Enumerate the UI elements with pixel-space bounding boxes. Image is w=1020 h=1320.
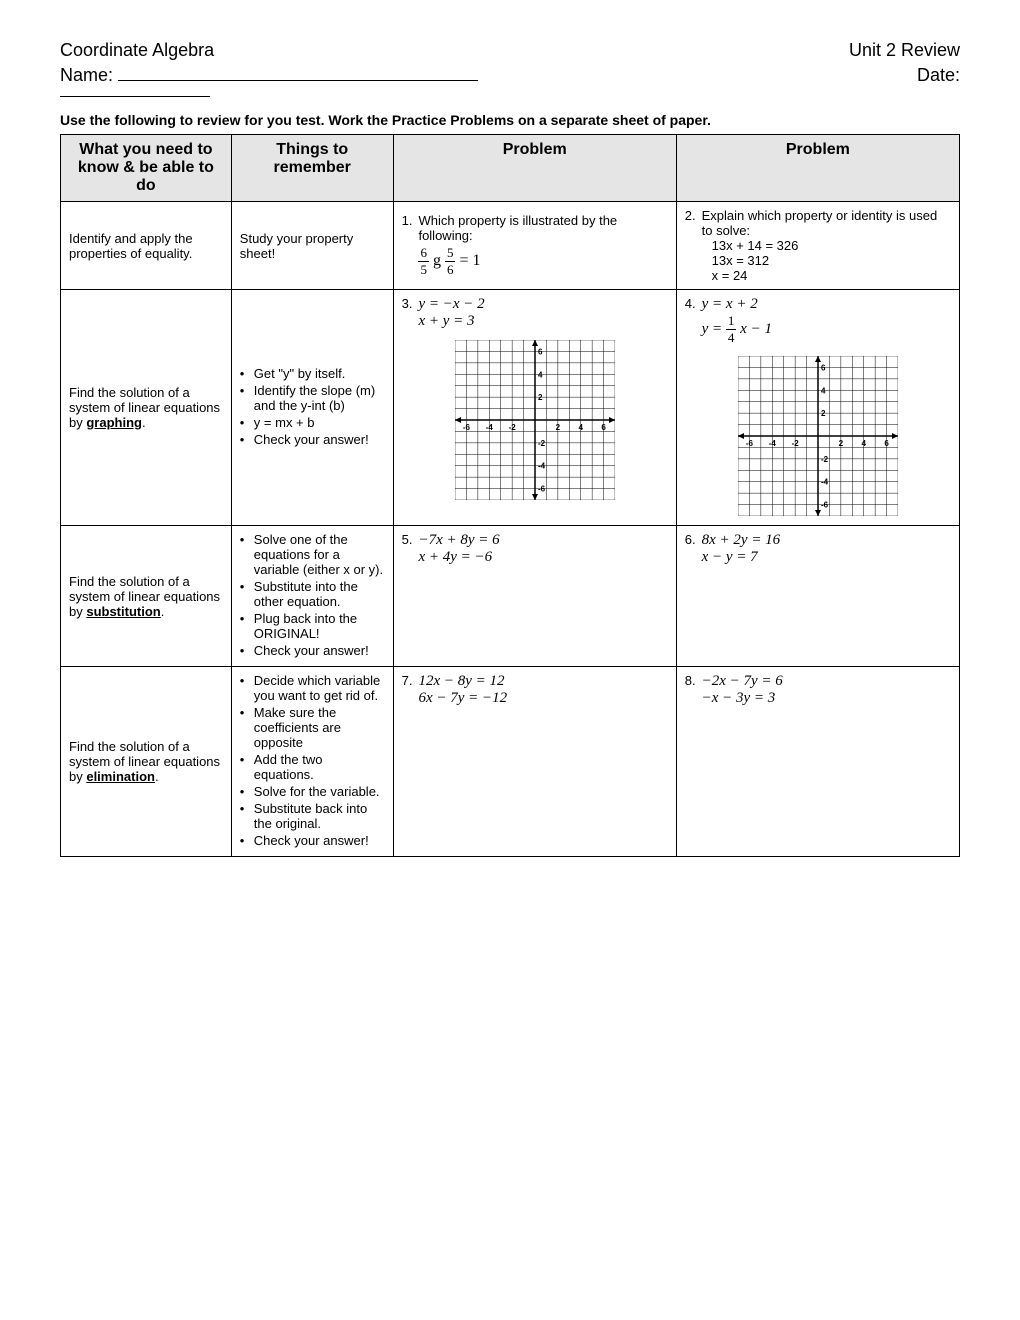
remember-cell: Study your property sheet! bbox=[231, 202, 393, 290]
problem: 2.Explain which property or identity is … bbox=[685, 208, 951, 283]
svg-text:6: 6 bbox=[821, 363, 826, 372]
svg-text:2: 2 bbox=[538, 393, 543, 402]
svg-text:-6: -6 bbox=[746, 439, 754, 448]
svg-text:2: 2 bbox=[839, 439, 844, 448]
problem: 1.Which property is illustrated by the f… bbox=[402, 213, 668, 278]
remember-cell: Get "y" by itself.Identify the slope (m)… bbox=[231, 290, 393, 526]
svg-text:-4: -4 bbox=[769, 439, 777, 448]
svg-text:4: 4 bbox=[821, 386, 826, 395]
svg-text:6: 6 bbox=[538, 347, 543, 356]
svg-text:-2: -2 bbox=[508, 423, 516, 432]
unit-title: Unit 2 Review bbox=[849, 40, 960, 61]
svg-text:-4: -4 bbox=[821, 478, 829, 487]
svg-text:2: 2 bbox=[555, 423, 560, 432]
svg-text:4: 4 bbox=[578, 423, 583, 432]
svg-text:-4: -4 bbox=[485, 423, 493, 432]
problem-a-cell: 1.Which property is illustrated by the f… bbox=[393, 202, 676, 290]
problem-b-cell: 4.y = x + 2y = 14 x − 1 -6 -6 -4 -4 -2 -2 2 2 4 4 6… bbox=[676, 290, 959, 526]
remember-cell: Solve one of the equations for a variabl… bbox=[231, 526, 393, 667]
col-need: What you need to know & be able to do bbox=[61, 135, 232, 202]
instructions: Use the following to review for you test… bbox=[60, 112, 960, 128]
name-label: Name: bbox=[60, 65, 478, 86]
date-label: Date: bbox=[917, 65, 960, 86]
svg-text:-2: -2 bbox=[821, 455, 829, 464]
remember-cell: Decide which variable you want to get ri… bbox=[231, 667, 393, 857]
problem: 8.−2x − 7y = 6−x − 3y = 3 bbox=[685, 673, 951, 707]
svg-text:-6: -6 bbox=[463, 423, 471, 432]
svg-text:4: 4 bbox=[538, 370, 543, 379]
svg-text:-4: -4 bbox=[538, 462, 546, 471]
svg-text:6: 6 bbox=[884, 439, 889, 448]
problem-a-cell: 7.12x − 8y = 126x − 7y = −12 bbox=[393, 667, 676, 857]
svg-text:-6: -6 bbox=[538, 485, 546, 494]
svg-text:6: 6 bbox=[601, 423, 606, 432]
need-cell: Find the solution of a system of linear … bbox=[61, 526, 232, 667]
svg-text:-2: -2 bbox=[538, 439, 546, 448]
date-line bbox=[60, 96, 210, 97]
col-problem-b: Problem bbox=[676, 135, 959, 202]
problem-b-cell: 8.−2x − 7y = 6−x − 3y = 3 bbox=[676, 667, 959, 857]
problem-b-cell: 6.8x + 2y = 16x − y = 7 bbox=[676, 526, 959, 667]
col-problem-a: Problem bbox=[393, 135, 676, 202]
problem: 4.y = x + 2y = 14 x − 1 bbox=[685, 296, 951, 346]
problem-a-cell: 3.y = −x − 2x + y = 3 -6 -6 -4 -4 -2 -2 2 2 4 4 6 6 bbox=[393, 290, 676, 526]
svg-text:2: 2 bbox=[821, 409, 826, 418]
problem: 3.y = −x − 2x + y = 3 bbox=[402, 296, 668, 330]
svg-text:4: 4 bbox=[861, 439, 866, 448]
svg-text:-2: -2 bbox=[791, 439, 799, 448]
need-cell: Identify and apply the properties of equ… bbox=[61, 202, 232, 290]
review-table: What you need to know & be able to do Th… bbox=[60, 134, 960, 857]
col-remember: Things to remember bbox=[231, 135, 393, 202]
need-cell: Find the solution of a system of linear … bbox=[61, 667, 232, 857]
problem-a-cell: 5.−7x + 8y = 6x + 4y = −6 bbox=[393, 526, 676, 667]
problem: 6.8x + 2y = 16x − y = 7 bbox=[685, 532, 951, 566]
problem: 5.−7x + 8y = 6x + 4y = −6 bbox=[402, 532, 668, 566]
need-cell: Find the solution of a system of linear … bbox=[61, 290, 232, 526]
course-title: Coordinate Algebra bbox=[60, 40, 214, 61]
problem-b-cell: 2.Explain which property or identity is … bbox=[676, 202, 959, 290]
problem: 7.12x − 8y = 126x − 7y = −12 bbox=[402, 673, 668, 707]
svg-text:-6: -6 bbox=[821, 501, 829, 510]
